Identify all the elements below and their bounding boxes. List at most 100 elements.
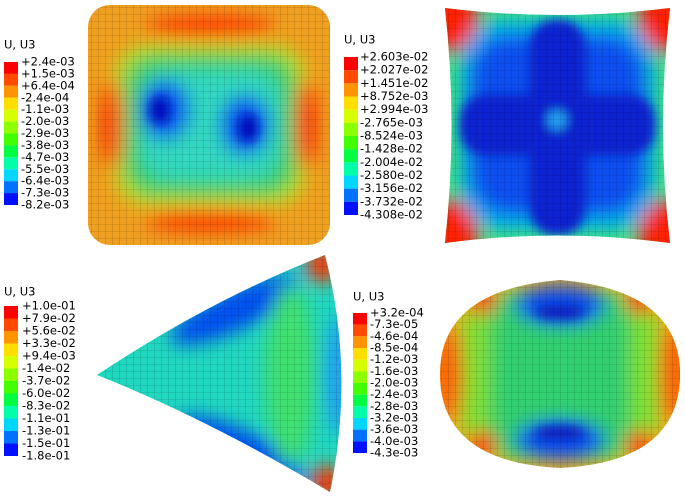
contour-plot xyxy=(97,255,342,492)
legend-swatch xyxy=(4,121,18,134)
legend-swatch xyxy=(344,149,358,163)
legend-swatch xyxy=(344,109,358,123)
legend-swatch xyxy=(4,406,18,419)
legend-swatch xyxy=(4,97,18,110)
legend-label: +3.3e-02 xyxy=(22,336,76,350)
legend-label: -1.2e-03 xyxy=(370,352,418,366)
legend-label: -3.156e-02 xyxy=(360,181,423,195)
legend-swatch xyxy=(4,306,18,319)
legend-swatch xyxy=(4,418,18,431)
legend-title: U, U3 xyxy=(4,38,35,52)
legend-label: +1.5e-03 xyxy=(21,66,75,80)
legend-label: +3.2e-04 xyxy=(370,306,424,320)
contour-plot xyxy=(88,5,330,245)
legend-swatch xyxy=(4,381,18,394)
legend-title: U, U3 xyxy=(353,290,384,304)
legend-swatch xyxy=(353,441,367,453)
legend-label: -3.6e-03 xyxy=(370,422,418,436)
legend-swatch xyxy=(353,371,367,383)
legend-swatch xyxy=(353,313,367,325)
legend-swatch xyxy=(353,429,367,442)
legend-swatch xyxy=(344,201,358,215)
contour-plot xyxy=(440,280,680,468)
legend-label: -3.2e-03 xyxy=(370,411,418,425)
legend-label: -4.308e-02 xyxy=(360,208,423,222)
legend-label: +2.4e-03 xyxy=(21,55,75,69)
legend-label: -4.3e-03 xyxy=(370,446,418,460)
legend-label: +2.603e-02 xyxy=(360,50,428,64)
legend-swatch xyxy=(353,359,367,372)
legend-label: -1.1e-01 xyxy=(22,411,70,425)
legend-title: U, U3 xyxy=(344,33,375,47)
legend-label: +8.752e-03 xyxy=(360,89,428,103)
legend-label: -8.5e-04 xyxy=(370,341,418,355)
legend-swatch xyxy=(4,85,18,98)
legend-label: -1.428e-02 xyxy=(360,142,423,156)
legend-swatch xyxy=(344,188,358,202)
legend-label: -3.732e-02 xyxy=(360,194,423,208)
legend-label: -8.524e-03 xyxy=(360,129,423,143)
legend-label: +1.451e-02 xyxy=(360,76,428,90)
legend-swatch xyxy=(4,133,18,146)
legend-label: -1.8e-01 xyxy=(22,449,70,463)
legend-label: -6.0e-02 xyxy=(22,386,70,400)
legend-label: -4.6e-04 xyxy=(370,329,418,343)
legend-swatch xyxy=(4,393,18,406)
legend-swatch xyxy=(4,368,18,381)
legend-label: -2.8e-03 xyxy=(370,399,418,413)
legend-swatch xyxy=(4,443,18,456)
legend-label: +5.6e-02 xyxy=(22,324,76,338)
legend-label: -7.3e-03 xyxy=(21,186,69,200)
legend-label: +2.027e-02 xyxy=(360,63,428,77)
legend-label: -4.7e-03 xyxy=(21,150,69,164)
legend-swatch xyxy=(344,175,358,189)
legend-label: -2.4e-04 xyxy=(21,90,69,104)
legend-title: U, U3 xyxy=(4,285,35,299)
legend-label: +6.4e-04 xyxy=(21,78,75,92)
legend-label: -8.3e-02 xyxy=(22,399,70,413)
legend-swatch xyxy=(344,122,358,136)
legend-swatch xyxy=(4,356,18,369)
legend-label: +9.4e-03 xyxy=(22,349,76,363)
legend-label: -3.7e-02 xyxy=(22,374,70,388)
legend-label: -2.9e-03 xyxy=(21,126,69,140)
legend-label: -6.4e-03 xyxy=(21,174,69,188)
legend-swatch xyxy=(344,83,358,97)
legend-label: +2.994e-03 xyxy=(360,102,428,116)
legend-swatch xyxy=(4,181,18,194)
legend-label: -4.0e-03 xyxy=(370,434,418,448)
legend-label: -2.580e-02 xyxy=(360,168,423,182)
legend-swatch xyxy=(353,406,367,418)
legend-swatch xyxy=(4,431,18,444)
legend-swatch xyxy=(4,169,18,182)
legend-swatch xyxy=(344,136,358,150)
legend-label: -1.3e-01 xyxy=(22,424,70,438)
legend-swatch xyxy=(4,109,18,122)
legend-label: -1.4e-02 xyxy=(22,361,70,375)
legend-label: -2.004e-02 xyxy=(360,155,423,169)
legend-label: -2.4e-03 xyxy=(370,387,418,401)
legend-label: -2.0e-03 xyxy=(370,376,418,390)
legend-swatch xyxy=(344,96,358,110)
legend-swatch xyxy=(344,70,358,84)
legend-swatch xyxy=(4,62,18,74)
legend-swatch xyxy=(344,57,358,71)
legend-label: -1.1e-03 xyxy=(21,102,69,116)
legend-label: -5.5e-03 xyxy=(21,162,69,176)
legend-swatch xyxy=(344,162,358,176)
legend-label: +7.9e-02 xyxy=(22,311,76,325)
legend-swatch xyxy=(353,394,367,407)
legend-swatch xyxy=(353,418,367,430)
legend-label: -3.8e-03 xyxy=(21,138,69,152)
legend-label: -8.2e-03 xyxy=(21,198,69,212)
legend-swatch xyxy=(353,336,367,348)
legend-swatch xyxy=(4,318,18,331)
legend-swatch xyxy=(4,73,18,86)
legend-swatch xyxy=(353,348,367,360)
legend-swatch xyxy=(4,145,18,158)
legend-label: -1.5e-01 xyxy=(22,436,70,450)
legend-label: -7.3e-05 xyxy=(370,317,418,331)
legend-label: +1.0e-01 xyxy=(22,299,76,313)
legend-label: -1.6e-03 xyxy=(370,364,418,378)
